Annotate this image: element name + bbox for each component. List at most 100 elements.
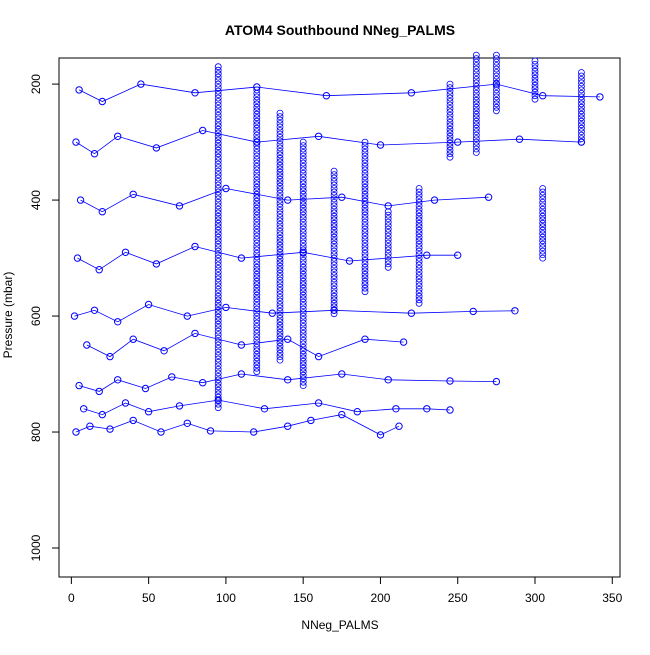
data-point — [577, 138, 586, 146]
data-point — [276, 276, 284, 284]
data-point — [361, 222, 369, 230]
data-point — [253, 263, 261, 271]
data-point — [83, 341, 91, 349]
data-point — [415, 296, 423, 304]
data-point — [106, 352, 114, 361]
data-point — [214, 386, 222, 394]
data-point — [361, 288, 369, 296]
data-point — [214, 191, 222, 199]
data-point — [446, 132, 454, 140]
data-point — [276, 137, 284, 145]
data-point — [253, 93, 261, 101]
data-point — [361, 232, 369, 240]
data-point — [276, 255, 284, 263]
data-point — [492, 58, 500, 66]
data-point — [276, 151, 284, 159]
data-point — [299, 246, 307, 254]
data-point — [384, 225, 392, 233]
data-point — [253, 190, 261, 198]
data-point — [253, 124, 261, 132]
data-point — [276, 332, 284, 340]
data-point — [361, 183, 369, 191]
data-point — [214, 244, 222, 252]
data-point — [253, 312, 261, 320]
data-point — [86, 422, 94, 430]
data-point — [472, 114, 480, 122]
data-point — [578, 121, 585, 129]
data-point — [330, 233, 338, 241]
data-point — [492, 90, 500, 97]
data-point — [330, 198, 338, 206]
data-point — [578, 90, 585, 97]
data-point — [492, 80, 501, 88]
data-point — [276, 356, 284, 364]
x-axis-label: NNeg_PALMS — [301, 618, 378, 632]
data-point — [423, 251, 431, 259]
data-point — [361, 263, 369, 271]
data-point — [492, 65, 500, 73]
data-point — [299, 183, 307, 191]
data-point — [299, 368, 307, 376]
data-point — [446, 122, 454, 130]
y-tick-label: 800 — [29, 422, 43, 442]
data-point — [214, 153, 222, 161]
data-point — [446, 150, 454, 158]
data-point — [276, 231, 284, 239]
data-point — [539, 219, 547, 227]
data-point — [199, 379, 207, 387]
data-point — [578, 100, 585, 108]
data-point — [299, 248, 307, 257]
data-point — [106, 425, 114, 433]
data-point — [361, 243, 369, 250]
data-point — [361, 215, 369, 223]
data-point — [330, 237, 338, 245]
data-point — [330, 265, 338, 272]
data-point — [472, 121, 480, 129]
series-line — [74, 304, 515, 323]
data-point — [90, 150, 99, 158]
data-point — [214, 362, 222, 370]
data-point — [206, 427, 215, 435]
data-point — [276, 165, 284, 173]
data-point — [353, 408, 361, 416]
data-point — [531, 85, 539, 93]
data-point — [384, 253, 392, 261]
data-point — [276, 224, 284, 232]
data-point — [253, 350, 261, 358]
data-point — [578, 83, 585, 90]
data-point — [214, 108, 222, 116]
data-point — [472, 72, 480, 80]
data-point — [531, 64, 539, 72]
data-point — [299, 319, 307, 327]
data-point — [214, 396, 222, 404]
data-point — [276, 335, 284, 343]
data-point — [253, 145, 261, 153]
data-point — [276, 154, 284, 162]
data-point — [446, 87, 454, 95]
data-point — [472, 138, 480, 146]
data-point — [415, 278, 423, 286]
data-point — [469, 307, 477, 316]
data-point — [276, 172, 284, 180]
data-point — [214, 80, 222, 88]
data-point — [253, 96, 261, 104]
data-point — [299, 260, 307, 268]
data-point — [415, 212, 423, 220]
data-point — [214, 390, 222, 398]
data-point — [70, 312, 79, 320]
data-point — [492, 377, 501, 386]
data-point — [214, 198, 222, 206]
data-point — [214, 160, 222, 168]
data-point — [539, 233, 547, 241]
x-tick-label: 0 — [68, 591, 75, 605]
data-point — [141, 384, 150, 393]
data-point — [299, 211, 307, 219]
data-point — [276, 238, 284, 246]
data-point — [121, 248, 130, 257]
data-point — [578, 131, 585, 139]
data-point — [276, 269, 284, 277]
data-point — [253, 142, 261, 150]
data-point — [276, 220, 284, 228]
data-point — [299, 340, 307, 348]
data-point — [415, 247, 423, 255]
